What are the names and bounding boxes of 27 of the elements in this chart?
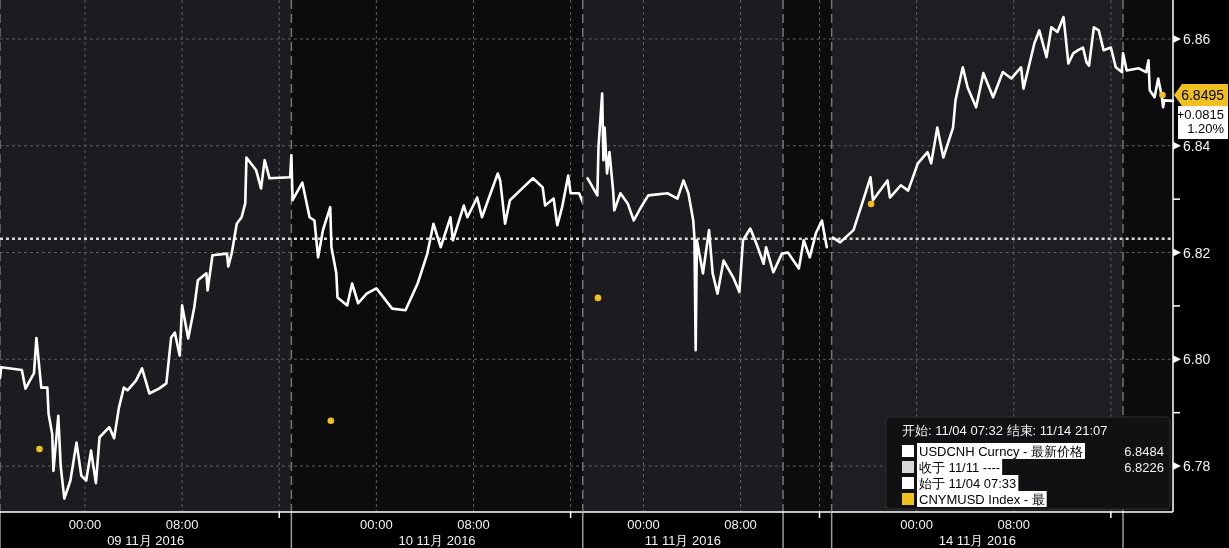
y-tick-label: 6.82 (1183, 244, 1211, 261)
band-label: 14 11月 2016 (938, 533, 1016, 548)
band-label: 10 11月 2016 (398, 533, 476, 548)
y-tick-label: 6.78 (1183, 458, 1211, 475)
x-tick-label: 08:00 (997, 517, 1031, 532)
x-tick-label: 00:00 (68, 517, 102, 532)
annotation: 始于 11/04 07:33 (919, 475, 1017, 491)
x-tick-label: 00:00 (900, 517, 933, 532)
legend-title: 开始: 11/04 07:32 结束: 11/14 21:07 (902, 423, 1108, 438)
legend-label: 收于 11/11 ---- (919, 459, 1001, 475)
x-tick-label: 00:00 (360, 517, 393, 532)
annotation: 6.8484 (1124, 443, 1164, 459)
text: +0.0815 (1176, 107, 1224, 123)
x-tick-label: 08:00 (724, 517, 757, 532)
band-label: 11 11月 2016 (644, 533, 721, 548)
text: 1.20% (1187, 121, 1225, 137)
y-tick-label: 6.84 (1183, 137, 1211, 154)
y-tick-label: 6.80 (1183, 351, 1211, 368)
legend-label: CNYMUSD Index - 最 (919, 491, 1045, 507)
x-tick-label: 00:00 (627, 517, 660, 532)
y-tick-label: 6.86 (1183, 30, 1211, 47)
annotation: 6.8226 (1124, 459, 1164, 475)
x-tick-label: 08:00 (457, 517, 490, 532)
x-tick-label: 08:00 (165, 517, 199, 532)
data-label: 6.8495 (1181, 87, 1225, 104)
legend-label: USDCNH Curncy - 最新价格 (919, 443, 1083, 459)
band-label: 09 11月 2016 (107, 533, 185, 548)
